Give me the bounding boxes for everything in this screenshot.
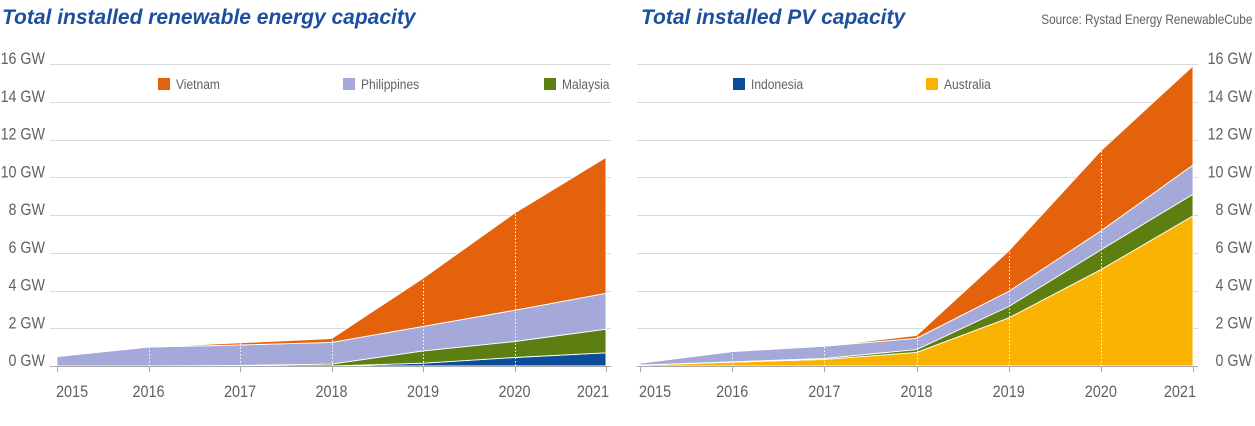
x-tick-label: 2021 (1164, 383, 1196, 401)
chart-title-renewable-capacity: Total installed renewable energy capacit… (2, 6, 416, 29)
x-tick-label: 2019 (407, 383, 439, 401)
legend-label-vietnam: Vietnam (176, 76, 220, 92)
y-tick-label: 12 GW (1208, 125, 1253, 143)
chart-title-pv-capacity: Total installed PV capacity (641, 6, 906, 29)
legend-label-indonesia: Indonesia (751, 76, 804, 92)
x-tick-label: 2018 (900, 383, 932, 401)
legend-swatch-philippines (343, 78, 355, 90)
y-tick-label: 12 GW (1, 125, 46, 143)
x-tick-label: 2020 (498, 383, 530, 401)
legend-swatch-australia (926, 78, 938, 90)
pv-capacity-chart: 2015 2016 2017 2018 2019 2020 2021 0 GW 2 GW 4 GW… (637, 50, 1252, 401)
source-note: Source: Rystad Energy RenewableCube (1040, 11, 1252, 27)
legend-swatch-indonesia (733, 78, 745, 90)
y-tick-label: 4 GW (1216, 276, 1253, 294)
y-tick-label: 2 GW (1216, 314, 1253, 332)
x-tick-label: 2018 (315, 383, 347, 401)
legend-swatch-vietnam (158, 78, 170, 90)
y-tick-label: 2 GW (9, 314, 46, 332)
legend-label-philippines: Philippines (361, 76, 420, 92)
legend-label-malaysia: Malaysia (562, 76, 610, 92)
renewable-capacity-chart: 2015 2016 2017 2018 2019 2020 2021 0 GW 2 GW 4 GW… (1, 50, 611, 401)
y-tick-label: 0 GW (1216, 352, 1253, 370)
x-tick-label: 2019 (993, 383, 1025, 401)
x-tick-label: 2016 (132, 383, 164, 401)
y-tick-label: 0 GW (9, 352, 46, 370)
y-tick-label: 16 GW (1208, 50, 1253, 68)
y-tick-label: 4 GW (9, 276, 46, 294)
legend-label-australia: Australia (944, 76, 991, 92)
x-tick-label: 2016 (716, 383, 748, 401)
y-tick-label: 6 GW (1216, 239, 1253, 257)
y-tick-label: 14 GW (1, 88, 46, 106)
x-tick-label: 2017 (808, 383, 840, 401)
x-tick-label: 2015 (56, 383, 88, 401)
y-tick-label: 16 GW (1, 50, 46, 68)
area-vietnam (639, 65, 1194, 364)
x-tick-label: 2017 (224, 383, 256, 401)
y-tick-label: 8 GW (1216, 201, 1253, 219)
legend-swatch-malaysia (544, 78, 556, 90)
area-vietnam (56, 156, 607, 358)
y-tick-label: 6 GW (9, 239, 46, 257)
x-tick-label: 2021 (577, 383, 609, 401)
y-tick-label: 8 GW (9, 201, 46, 219)
x-tick-label: 2020 (1085, 383, 1117, 401)
x-tick-label: 2015 (639, 383, 671, 401)
y-tick-label: 10 GW (1, 163, 46, 181)
y-tick-label: 14 GW (1208, 88, 1253, 106)
y-tick-label: 10 GW (1208, 163, 1253, 181)
